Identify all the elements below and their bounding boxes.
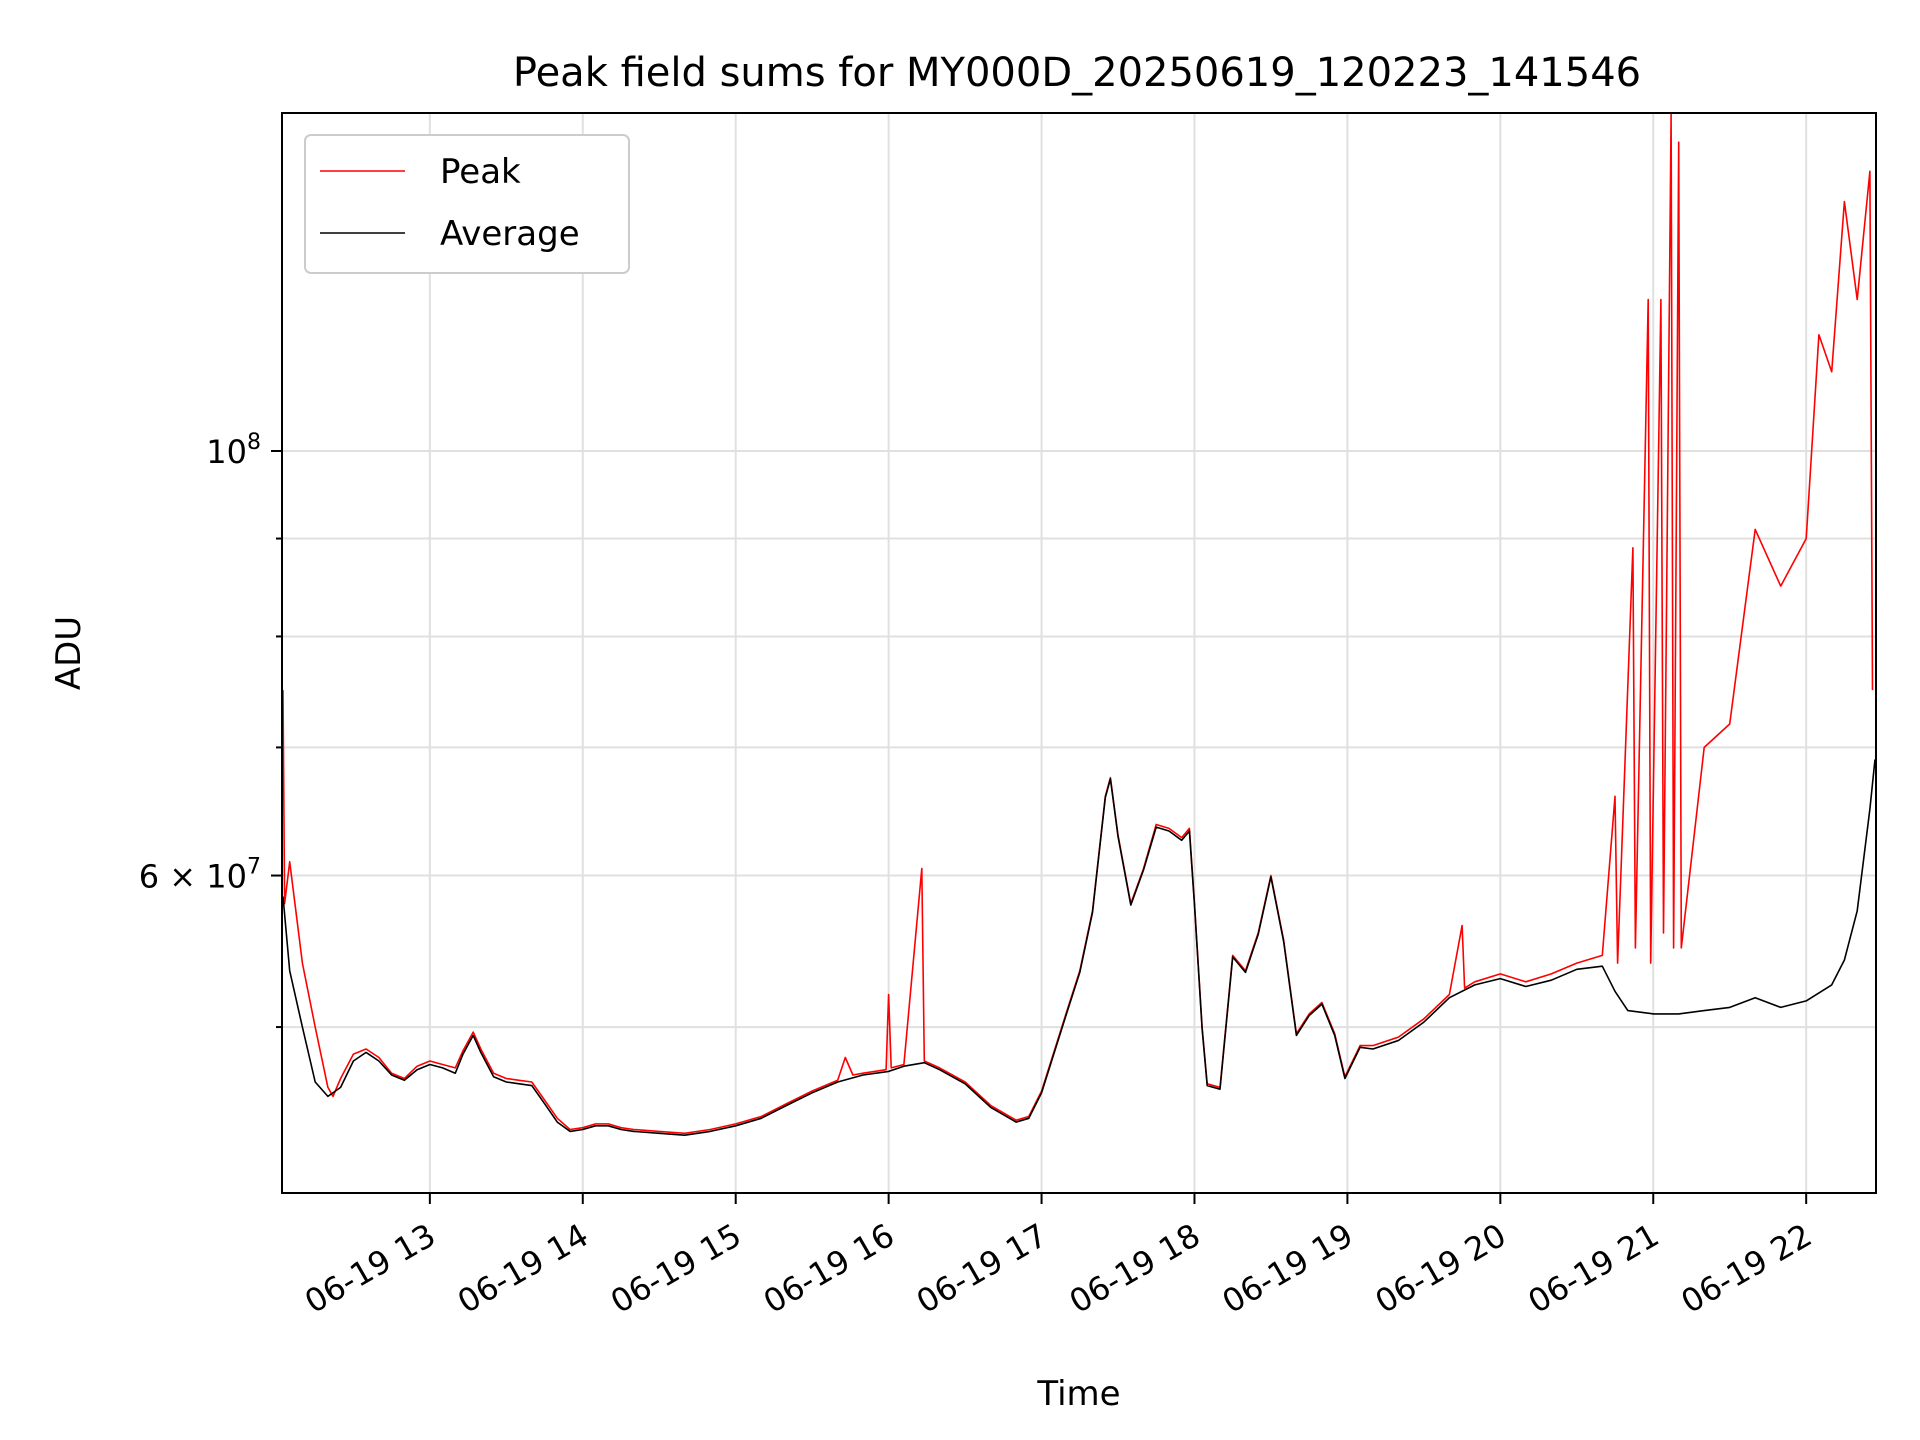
x-axis-label: Time xyxy=(1036,1374,1120,1414)
plot-frame xyxy=(281,112,1877,1194)
y-tick-label: 6 × 107 xyxy=(139,855,261,896)
y-axis-label: ADU xyxy=(49,616,89,690)
series-line-average xyxy=(282,759,1876,1136)
chart-title: Peak field sums for MY000D_20250619_1202… xyxy=(513,50,1641,96)
y-tick-base: 10 xyxy=(206,433,247,471)
y-tick-exponent: 8 xyxy=(247,430,261,455)
plot-series xyxy=(282,113,1876,1136)
legend-box xyxy=(304,134,630,274)
y-tick-exponent: 7 xyxy=(247,855,261,880)
grid xyxy=(283,114,1875,1192)
legend-label-peak: Peak xyxy=(440,152,521,192)
legend-label-average: Average xyxy=(440,214,580,254)
y-tick-base: 10 xyxy=(206,858,247,896)
y-tick-label: 108 xyxy=(206,430,261,471)
legend: Peak Average xyxy=(304,134,630,274)
y-tick-mantissa: 6 × xyxy=(139,858,207,896)
